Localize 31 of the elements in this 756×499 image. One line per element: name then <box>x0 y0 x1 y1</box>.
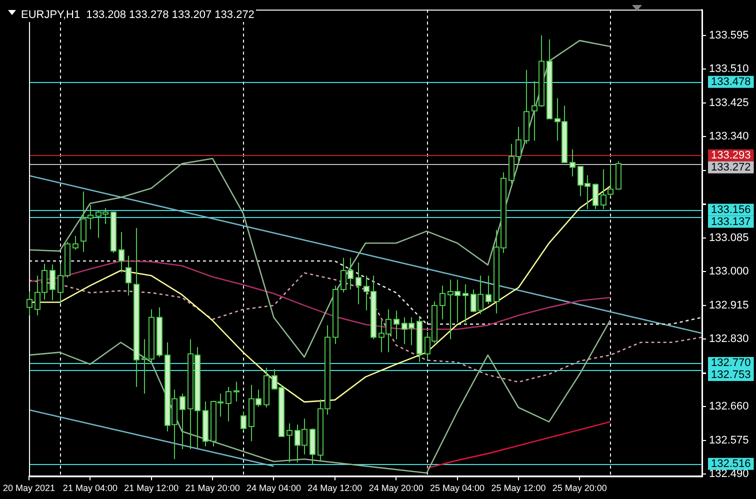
x-tick-label: 24 May 12:00 <box>308 483 362 494</box>
ref-line-label: 132.770 <box>711 357 751 370</box>
y-tick-label: 133.425 <box>709 96 749 109</box>
x-tick-label: 24 May 20:00 <box>368 483 424 494</box>
x-tick-label: 21 May 04:00 <box>62 483 118 494</box>
x-tick-label: 21 May 12:00 <box>124 483 179 494</box>
ref-line-label: 132.516 <box>711 458 751 470</box>
y-tick-label: 133.000 <box>709 266 749 278</box>
ref-line-label: 133.293 <box>711 149 751 162</box>
y-tick-label: 132.915 <box>709 299 749 312</box>
x-tick-label: 24 May 04:00 <box>246 483 302 494</box>
x-tick-label: 25 May 04:00 <box>430 483 485 494</box>
ref-line-label: 132.753 <box>711 369 751 382</box>
ref-line-label: 133.156 <box>711 204 751 216</box>
x-tick-label: 20 May 2021 <box>2 483 56 494</box>
ref-line-label: 133.272 <box>711 161 751 174</box>
y-tick-label: 132.575 <box>709 434 749 446</box>
y-tick-label: 133.085 <box>709 232 749 244</box>
x-tick-label: 25 May 12:00 <box>491 483 546 494</box>
y-tick-label: 132.660 <box>709 400 749 413</box>
y-tick-label: 132.830 <box>709 333 749 346</box>
y-tick-label: 133.340 <box>709 130 749 143</box>
ref-line-label: 133.137 <box>711 216 751 228</box>
x-tick-label: 25 May 20:00 <box>552 483 607 494</box>
ref-line-label: 133.478 <box>711 76 751 88</box>
line-series <box>28 272 703 383</box>
y-tick-label: 133.510 <box>709 63 749 76</box>
x-tick-label: 21 May 20:00 <box>185 483 240 494</box>
y-tick-label: 132.490 <box>709 468 749 480</box>
chart-title: EURJPY,H1 133.208 133.278 133.207 133.272 <box>19 8 256 22</box>
y-tick-label: 133.595 <box>709 29 749 42</box>
